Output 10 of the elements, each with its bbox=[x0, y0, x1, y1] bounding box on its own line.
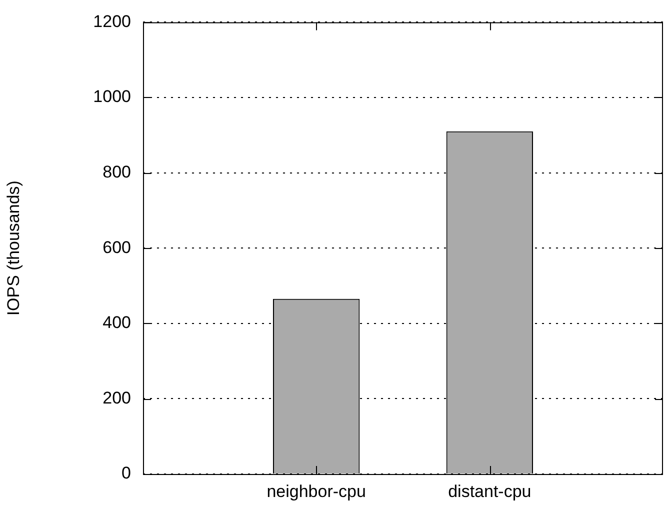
y-tick-label: 1000 bbox=[93, 87, 131, 106]
y-tick-label: 0 bbox=[122, 464, 131, 483]
y-tick-label: 400 bbox=[102, 313, 131, 332]
y-tick-label: 800 bbox=[102, 162, 131, 182]
y-axis-title: IOPS (thousands) bbox=[4, 180, 23, 316]
y-tick-label: 1200 bbox=[93, 12, 131, 31]
x-tick-label: neighbor-cpu bbox=[266, 482, 366, 501]
x-tick-label: distant-cpu bbox=[448, 482, 532, 501]
y-tick-label: 600 bbox=[102, 238, 131, 257]
y-tick-label: 200 bbox=[102, 388, 131, 408]
